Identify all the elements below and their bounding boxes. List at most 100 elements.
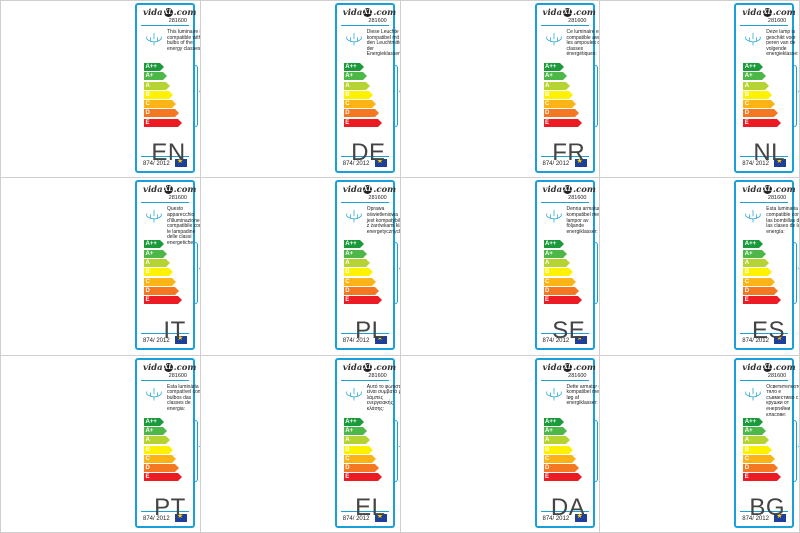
energy-class-bar: E bbox=[343, 296, 382, 305]
class-range-bracket bbox=[592, 419, 598, 482]
divider bbox=[340, 202, 389, 204]
energy-class-bar: A bbox=[144, 258, 170, 267]
divider bbox=[340, 333, 389, 335]
class-range-bracket bbox=[193, 65, 198, 127]
divider bbox=[141, 333, 189, 335]
divider bbox=[540, 202, 589, 204]
energy-class-bar: A+ bbox=[543, 426, 567, 435]
language-code: ES bbox=[751, 316, 785, 344]
eu-flag-icon bbox=[175, 158, 187, 167]
energy-class-bar: A+ bbox=[144, 72, 167, 81]
divider bbox=[540, 25, 589, 26]
chandelier-icon bbox=[745, 387, 761, 401]
language-code: EN bbox=[151, 139, 186, 167]
divider bbox=[141, 156, 189, 157]
regulation-number: 874/ 2012 bbox=[542, 161, 570, 167]
energy-class-bar: C bbox=[343, 100, 376, 109]
energy-class-bar: A++ bbox=[343, 240, 364, 249]
label-cell-it: vidaXL.com 281600 Questo apparecchio d'ill… bbox=[1, 178, 201, 356]
energy-class-bar: B bbox=[144, 90, 173, 99]
energy-class-scale: A++ A+ A B C D E bbox=[343, 240, 382, 305]
product-code: 281600 bbox=[568, 372, 587, 379]
energy-class-bar: E bbox=[144, 473, 182, 482]
divider bbox=[740, 333, 789, 335]
label-cell-pt: vidaXL.com 281600 Esta luminária é compatí… bbox=[1, 355, 201, 533]
energy-class-scale: A++ A+ A B C D E bbox=[543, 240, 582, 305]
class-range-bracket bbox=[392, 242, 398, 305]
energy-class-bar: A++ bbox=[543, 417, 564, 426]
brand-logo: vidaXL.com bbox=[742, 185, 796, 196]
eu-flag-icon bbox=[574, 335, 587, 345]
energy-class-scale: A++ A+ A B C D E bbox=[144, 63, 182, 128]
divider bbox=[141, 510, 189, 512]
brand-logo: vidaXL.com bbox=[143, 362, 197, 373]
brand-logo: vidaXL.com bbox=[742, 8, 796, 18]
energy-class-bar: C bbox=[743, 277, 776, 286]
class-range-bracket bbox=[592, 65, 598, 127]
energy-class-bar: A bbox=[144, 436, 170, 445]
compatibility-text: Осветителното тяло е съвместимо с крушки… bbox=[766, 383, 800, 418]
energy-label: vidaXL.com 281600 Oprawa oświetleniowa jes… bbox=[334, 180, 400, 351]
energy-class-bar: D bbox=[343, 464, 379, 473]
product-code: 281600 bbox=[168, 18, 187, 24]
label-cell-da: vidaXL.com 281600 Dette armatur er kompati… bbox=[400, 355, 601, 533]
language-code: PL bbox=[355, 316, 386, 344]
energy-class-bar: D bbox=[743, 286, 779, 295]
product-code: 281600 bbox=[568, 195, 587, 202]
energy-class-bar: A++ bbox=[343, 417, 364, 426]
energy-class-bar: D bbox=[343, 109, 379, 118]
class-range-bracket bbox=[392, 65, 398, 127]
regulation-number: 874/ 2012 bbox=[143, 161, 170, 167]
energy-class-scale: A++ A+ A B C D E bbox=[343, 417, 382, 483]
energy-class-bar: D bbox=[543, 464, 579, 473]
divider bbox=[540, 379, 589, 381]
energy-class-bar: A bbox=[343, 436, 370, 445]
energy-class-bar: E bbox=[543, 118, 582, 127]
language-code: FR bbox=[552, 139, 586, 167]
energy-class-bar: E bbox=[743, 118, 782, 127]
product-code: 281600 bbox=[568, 18, 587, 24]
class-range-bracket bbox=[792, 242, 798, 305]
energy-class-bar: D bbox=[543, 109, 579, 118]
energy-class-bar: B bbox=[743, 90, 773, 99]
energy-class-bar: A++ bbox=[743, 417, 764, 426]
compatibility-text: Dette armatur er kompatibel med løg af e… bbox=[566, 383, 601, 407]
label-cell-pl: vidaXL.com 281600 Oprawa oświetleniowa jes… bbox=[200, 178, 401, 356]
regulation-number: 874/ 2012 bbox=[742, 515, 769, 522]
eu-flag-icon bbox=[374, 158, 387, 167]
energy-class-bar: A+ bbox=[144, 249, 167, 258]
energy-class-scale: A++ A+ A B C D E bbox=[743, 417, 782, 483]
chandelier-icon bbox=[146, 210, 162, 223]
energy-label: vidaXL.com 281600 This luminaire is compat… bbox=[135, 3, 200, 173]
energy-class-bar: B bbox=[144, 268, 173, 277]
energy-class-bar: A++ bbox=[343, 63, 364, 71]
energy-class-bar: A++ bbox=[743, 240, 764, 249]
energy-class-bar: A bbox=[743, 436, 770, 445]
energy-class-bar: E bbox=[343, 473, 382, 482]
energy-class-bar: E bbox=[144, 296, 182, 305]
energy-class-bar: A bbox=[543, 436, 570, 445]
compatibility-text: Diese Leuchte ist kompatibel mit den Leu… bbox=[366, 29, 401, 58]
product-code: 281600 bbox=[767, 18, 787, 24]
energy-class-bar: A bbox=[543, 81, 570, 90]
divider bbox=[141, 25, 189, 26]
energy-class-bar: E bbox=[743, 473, 782, 482]
label-cell-en: vidaXL.com 281600 This luminaire is compat… bbox=[1, 1, 201, 179]
product-code: 281600 bbox=[767, 372, 787, 379]
energy-class-bar: C bbox=[543, 100, 576, 109]
energy-class-bar: A+ bbox=[543, 249, 567, 258]
eu-flag-icon bbox=[175, 513, 187, 522]
energy-class-bar: B bbox=[743, 268, 773, 277]
language-code: DA bbox=[550, 493, 586, 521]
brand-logo: vidaXL.com bbox=[342, 362, 397, 373]
regulation-number: 874/ 2012 bbox=[342, 161, 370, 167]
language-code: SE bbox=[552, 316, 586, 344]
chandelier-icon bbox=[346, 32, 362, 46]
